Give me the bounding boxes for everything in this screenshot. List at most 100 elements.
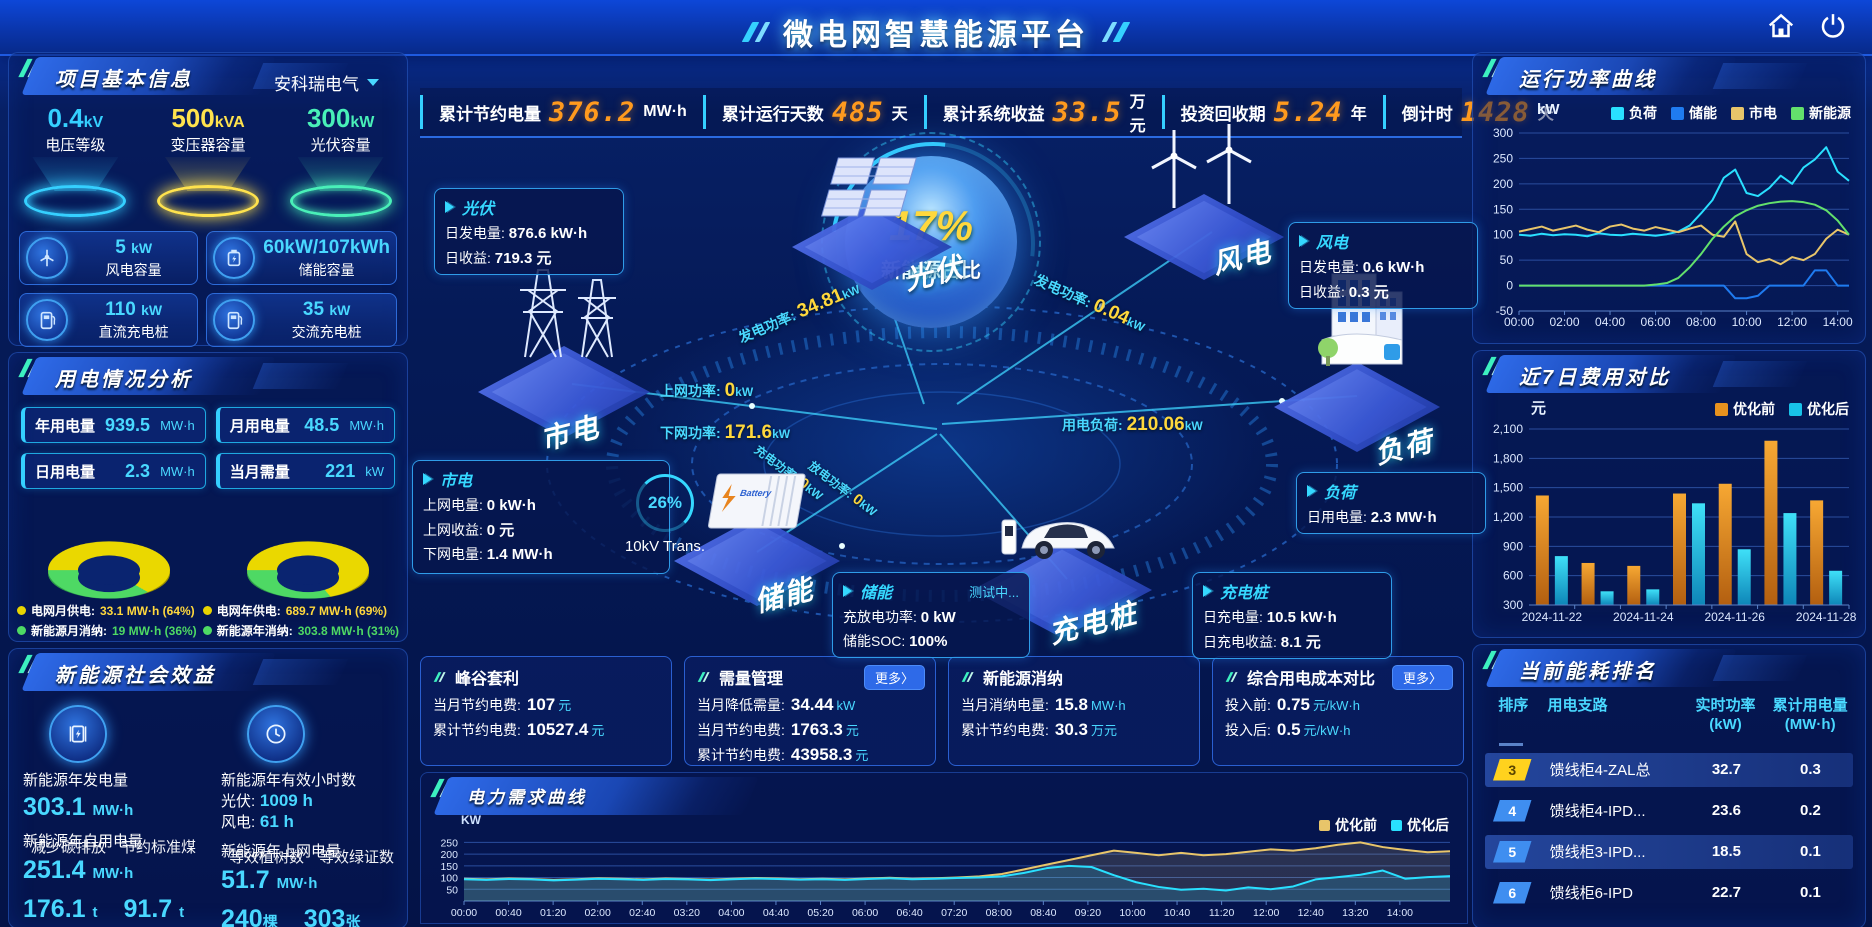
grid-export-flow: 上网功率: 0kW [660,380,754,401]
demand-more-button[interactable]: 更多〉 [863,665,925,690]
panel-title: 电力需求曲线 [467,788,587,807]
panel-title: 项目基本信息 [55,69,193,91]
solar-panels-icon [821,157,917,217]
kpi-run-days: 累计运行天数 485 天 [702,95,924,129]
kpi-system-income: 累计系统收益 33.5 万元 [923,94,1162,135]
svg-text:2024-11-24: 2024-11-24 [1613,610,1674,624]
svg-text:14:00: 14:00 [1387,907,1413,919]
svg-text:06:40: 06:40 [897,907,923,919]
legend-item: 优化前 [1715,399,1775,419]
ac-charger-icon [213,299,256,341]
svg-text:04:40: 04:40 [763,907,789,919]
panel-title: 新能源社会效益 [55,665,216,687]
svg-text:100: 100 [440,873,458,885]
legend-item: 负荷 [1611,103,1657,123]
svg-text:300: 300 [1493,126,1513,140]
benefit-coal-value: 91.7 t [123,895,185,923]
transformer-gauge: 26% 10kV Trans. [580,474,750,555]
rank-cell: 22.7 [1711,884,1742,901]
grid-info-box: 市电 上网电量: 0 kW·h 上网收益: 0 元 下网电量: 1.4 MW·h [412,460,670,574]
legend-item: 优化后 [1789,399,1849,419]
storage-info-box: 储能 测试中... 充放电功率: 0 kW 储能SOC: 100% [832,572,1030,658]
rank-badge: 4 [1493,799,1532,822]
svg-text:50: 50 [446,884,458,896]
svg-text:150: 150 [440,861,458,873]
rank-table-row[interactable]: 4 馈线柜4-IPD... 23.6 0.2 [1485,794,1853,828]
donut-year-chart [233,503,383,599]
benefit-tree-value: 240棵 [221,905,278,927]
svg-text:12:40: 12:40 [1298,907,1324,919]
svg-text:-50: -50 [1496,304,1514,318]
rank-cell: 馈线柜4-ZAL总 [1549,762,1651,779]
capacity-card-dc-charger: 110 kW 直流充电桩 [19,293,199,347]
kpi-bar: 累计节约电量 376.2 MW·h 累计运行天数 485 天 累计系统收益 33… [420,88,1554,138]
project-info-panel: 项目基本信息 安科瑞电气 0.4kV 电压等级 500kVA 变压器容量 300… [8,52,408,347]
svg-text:Battery: Battery [739,488,773,498]
rank-divider [1499,742,1523,746]
power-y-axis-label: kW [1537,101,1560,118]
rank-cell: 馈线柜3-IPD... [1549,844,1646,861]
cost-more-button[interactable]: 更多〉 [1391,665,1453,690]
svg-text:2024-11-22: 2024-11-22 [1522,610,1583,624]
benefit-export-label: 新能源年上网电量 [221,843,342,860]
svg-text:200: 200 [1493,177,1513,191]
company-selector[interactable]: 安科瑞电气 [266,67,387,98]
rank-cell: 18.5 [1711,843,1742,860]
page-title: 微电网智慧能源平台 [783,19,1089,52]
chevron-right-icon [1203,585,1212,597]
pedestal-voltage: 0.4kV 电压等级 [15,103,135,221]
battery-container-icon: Battery [707,473,806,529]
card-corner-icon [1225,672,1238,682]
rank-table-row[interactable]: 3 馈线柜4-ZAL总 32.7 0.3 [1485,752,1853,787]
cost-compare-panel: 近7日费用对比 元 优化前 优化后 300 600 900 1,200 1,500 1,80… [1472,350,1866,638]
ev-car-icon [1001,519,1115,559]
benefit-co2-value: 176.1 t [23,895,98,923]
legend-grid-year: 电网年供电: 689.7 MW·h (69%) [202,602,399,619]
charger-info-box: 充电桩 日充电量: 10.5 kW·h 日充电收益: 8.1 元 [1192,572,1392,659]
svg-text:50: 50 [1500,253,1514,267]
pedestal-pv-capacity: 300kW 光伏容量 [281,103,401,221]
clock-icon [247,705,305,763]
svg-text:14:00: 14:00 [1823,315,1853,329]
capacity-card-ac-charger: 35 kW 交流充电桩 [206,293,397,347]
kpi-saved-energy: 累计节约电量 376.2 MW·h [420,95,703,129]
wind-turbine-icon [26,237,68,279]
rank-table-row[interactable]: 6 馈线柜6-IPD 22.7 0.1 [1485,876,1853,910]
rank-table-header: 排序 用电支路 实时功率 (kW) 累计用电量 (MW·h) [1498,697,1848,733]
power-icon[interactable] [1818,11,1848,41]
home-icon[interactable] [1766,11,1796,41]
card-renewable-consumption: 新能源消纳 当月消纳电量: 15.8 MW·h 累计节约电费: 30.3 万元 [948,656,1200,766]
stat-month-demand: 当月需量 221 kW [215,453,395,489]
svg-text:900: 900 [1503,539,1523,553]
rank-cell: 0.3 [1800,761,1821,778]
benefit-tree-label: 等效植树数 等效绿证数 [229,849,395,866]
rank-badge: 5 [1493,840,1532,863]
svg-text:12:00: 12:00 [1253,907,1279,919]
load-info-box: 负荷 日用电量: 2.3 MW·h [1296,472,1486,534]
svg-text:250: 250 [1493,151,1513,165]
chevron-right-icon [843,585,852,597]
legend-renewable-year: 新能源年消纳: 303.8 MW·h (31%) [202,622,399,639]
legend-item: 优化后 [1391,815,1449,835]
rank-cell: 32.7 [1711,761,1742,778]
svg-text:12:00: 12:00 [1777,315,1807,329]
svg-text:2024-11-26: 2024-11-26 [1704,610,1765,624]
rank-cell: 0.1 [1800,843,1821,860]
svg-text:13:20: 13:20 [1342,907,1368,919]
rank-table-row[interactable]: 5 馈线柜3-IPD... 18.5 0.1 [1485,834,1853,869]
pv-info-box: 光伏 日发电量: 876.6 kW·h 日收益: 719.3 元 [434,188,624,275]
svg-text:0: 0 [1506,279,1513,293]
chevron-down-icon [367,79,379,86]
svg-text:05:20: 05:20 [807,907,833,919]
benefit-self-use-label: 新能源年自用电量 [23,833,144,850]
chevron-right-icon [1307,485,1316,497]
rank-cell: 馈线柜6-IPD [1549,885,1633,902]
svg-text:04:00: 04:00 [1595,315,1625,329]
wind-info-box: 风电 日发电量: 0.6 kW·h 日收益: 0.3 元 [1288,222,1478,309]
svg-text:04:00: 04:00 [718,907,744,919]
svg-text:00:40: 00:40 [495,907,521,919]
rank-cell: 23.6 [1711,802,1742,819]
svg-text:08:40: 08:40 [1030,907,1056,919]
panel-title: 运行功率曲线 [1519,69,1657,91]
